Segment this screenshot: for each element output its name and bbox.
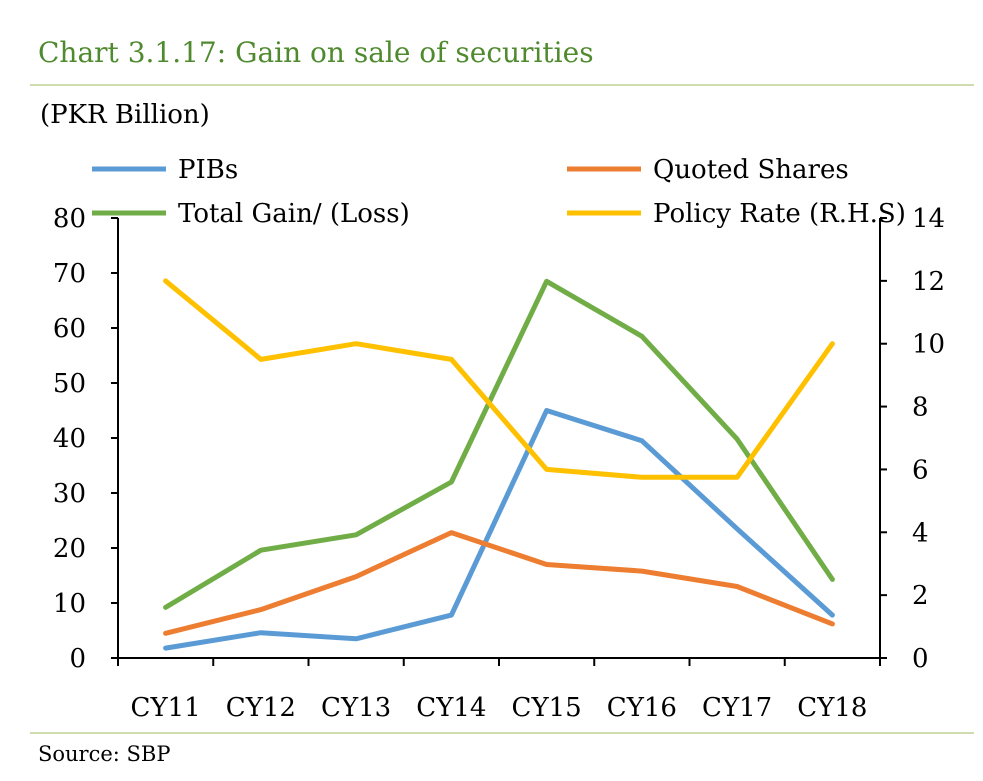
y-axis-unit-label: (PKR Billion) [40,100,210,130]
series-line-policy-rate-r-h-s [163,278,835,480]
y-tick-label-left: 40 [53,424,86,454]
y-tick-label-right: 6 [912,455,929,485]
y-tick-label-left: 60 [53,314,86,344]
y-tick-label-left: 70 [53,259,86,289]
y-tick-label-right: 2 [912,581,929,611]
series-line-quoted-shares [163,530,835,636]
chart-title: Chart 3.1.17: Gain on sale of securities [38,36,594,69]
legend-label: Total Gain/ (Loss) [178,199,410,229]
y-tick-label-right: 12 [912,267,945,297]
x-tick-label: CY12 [226,693,296,723]
series-line-pibs [163,408,835,651]
series-line-total-gain-loss [163,278,835,610]
y-tick-label-right: 8 [912,393,929,423]
y-tick-label-left: 0 [69,644,86,674]
source-divider [30,732,974,734]
y-tick-label-left: 20 [53,534,86,564]
y-tick-label-right: 10 [912,330,945,360]
x-tick-label: CY15 [512,693,582,723]
x-tick-label: CY11 [131,693,201,723]
x-tick-label: CY16 [607,693,677,723]
y-tick-label-left: 30 [53,479,86,509]
source-note: Source: SBP [38,742,171,766]
x-tick-label: CY14 [416,693,486,723]
y-tick-label-left: 80 [53,204,86,234]
legend-label: Quoted Shares [653,155,849,185]
legend-label: PIBs [178,155,238,185]
x-tick-label: CY13 [321,693,391,723]
x-tick-label: CY18 [797,693,867,723]
legend-label: Policy Rate (R.H.S) [653,199,906,229]
y-tick-label-right: 14 [912,204,945,234]
y-tick-label-left: 10 [53,589,86,619]
y-tick-label-right: 4 [912,518,929,548]
y-tick-label-left: 50 [53,369,86,399]
y-tick-label-right: 0 [912,644,929,674]
x-tick-label: CY17 [702,693,772,723]
title-divider [30,84,974,86]
